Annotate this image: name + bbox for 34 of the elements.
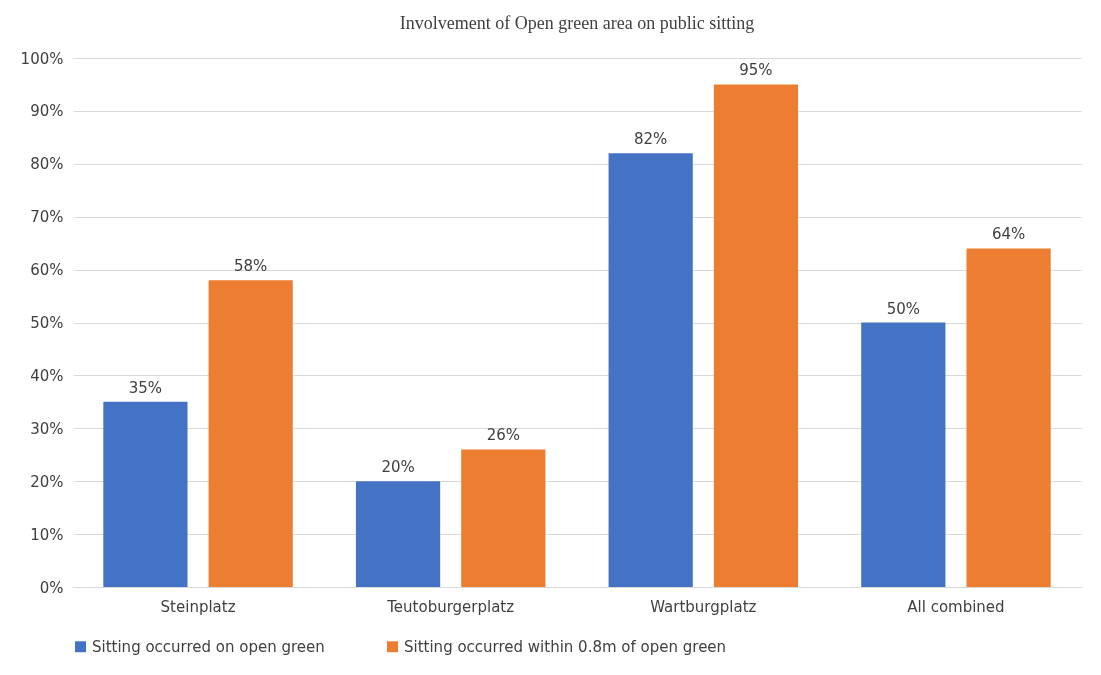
legend-label: Sitting occurred within 0.8m of open green (404, 637, 727, 656)
bar (355, 481, 441, 587)
y-tick-label: 80% (30, 155, 64, 174)
bar (461, 449, 546, 587)
x-tick-label: Teutoburgerplatz (386, 597, 515, 616)
data-label: 64% (991, 225, 1026, 244)
y-tick-label: 100% (20, 49, 64, 68)
data-label: 35% (128, 378, 163, 397)
y-tick-label: 40% (30, 366, 64, 385)
y-tick-label: 10% (30, 525, 64, 544)
bar (608, 153, 693, 587)
y-tick-label: 60% (30, 261, 64, 280)
data-label: 82% (634, 130, 668, 149)
bar (966, 248, 1051, 587)
y-tick-label: 0% (39, 578, 64, 597)
x-tick-label: Wartburgplatz (650, 597, 757, 616)
data-label: 20% (381, 458, 415, 477)
x-tick-label: Steinplatz (160, 597, 236, 616)
y-tick-label: 20% (30, 472, 64, 491)
bar (713, 84, 799, 587)
bar (861, 322, 946, 587)
y-tick-label: 30% (30, 419, 64, 438)
x-tick-label: All combined (907, 597, 1005, 616)
data-label: 50% (886, 299, 920, 318)
data-label: 26% (486, 426, 520, 445)
data-label: 58% (234, 257, 268, 276)
chart-title: Involvement of Open green area on public sitting (399, 13, 755, 33)
y-tick-label: 70% (30, 208, 64, 227)
legend-label: Sitting occurred on open green (92, 637, 325, 656)
bar (103, 401, 188, 587)
bar (208, 280, 293, 587)
data-label: 95% (739, 61, 773, 80)
y-tick-label: 90% (30, 102, 64, 121)
y-tick-label: 50% (30, 314, 64, 332)
